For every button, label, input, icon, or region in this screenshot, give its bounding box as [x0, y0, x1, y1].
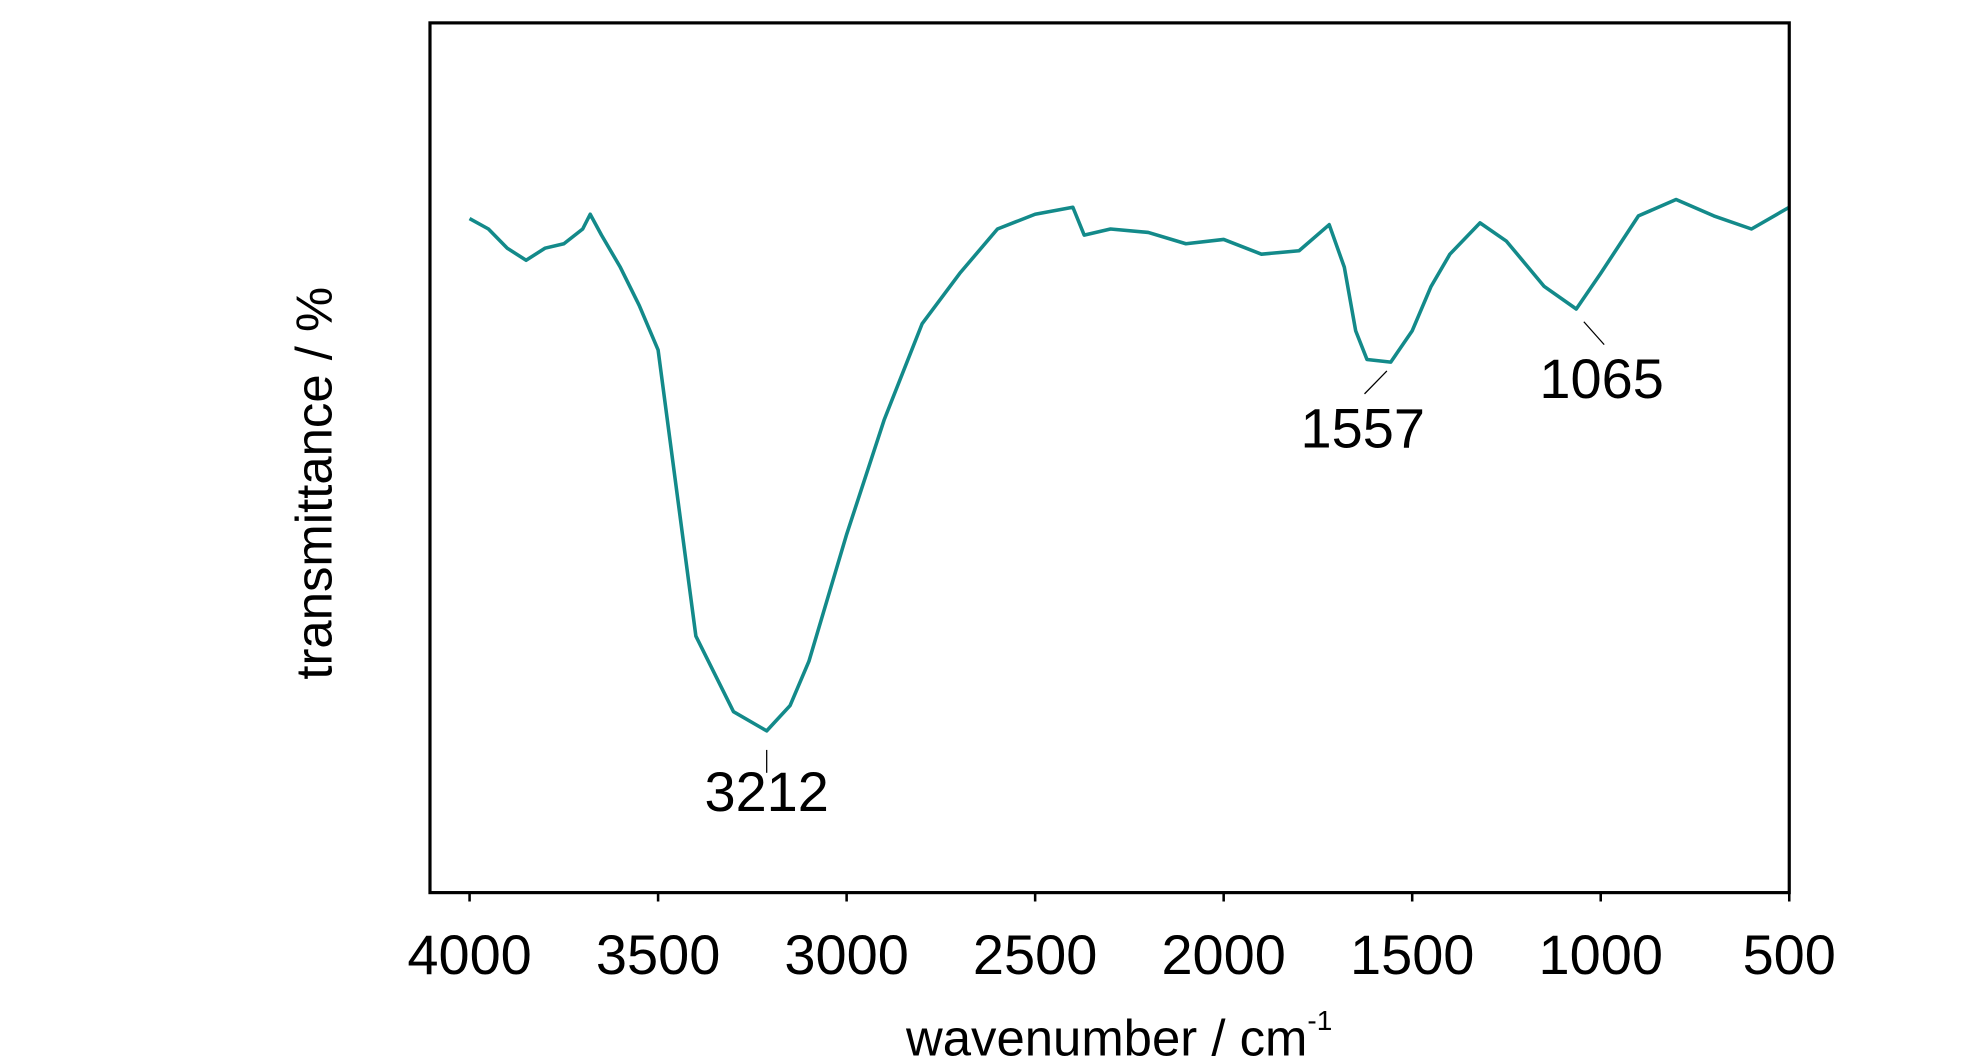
x-tick-label: 2000 [1161, 923, 1285, 986]
annotation-leader [1364, 370, 1388, 395]
x-tick-label: 2500 [973, 923, 1097, 986]
x-tick-label: 1000 [1538, 923, 1662, 986]
annotation-leader [1583, 321, 1605, 346]
y-axis-label: transmittance / % [286, 287, 343, 680]
x-tick-label: 3000 [784, 923, 908, 986]
x-tick-label: 500 [1743, 923, 1836, 986]
annotation-label: 1065 [1539, 347, 1663, 410]
x-axis-label: wavenumber / cm-1 [905, 1005, 1332, 1063]
x-tick-label: 3500 [596, 923, 720, 986]
spectrum-line [468, 197, 1791, 733]
x-tick-label: 4000 [407, 923, 531, 986]
x-axis-label-text: wavenumber / cm [905, 1009, 1307, 1063]
annotation-label: 1557 [1301, 396, 1425, 459]
annotation-label: 3212 [704, 760, 828, 823]
x-axis-label-superscript: -1 [1307, 1005, 1332, 1036]
x-tick-label: 1500 [1350, 923, 1474, 986]
plot-frame [428, 21, 1791, 895]
